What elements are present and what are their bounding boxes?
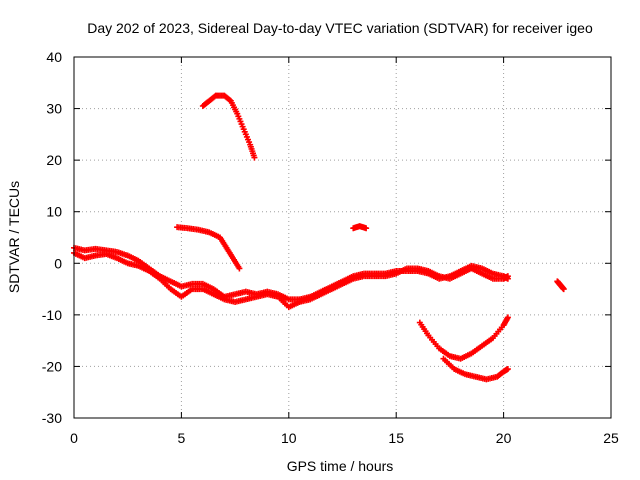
series-late-upper-arc [416,314,511,362]
y-tick-label: -10 [42,307,62,323]
x-tick-label: 20 [496,430,512,446]
y-tick-label: 0 [54,255,62,271]
data-layer [71,92,567,383]
grid-layer [74,57,611,418]
y-axis-title: SDTVAR / TECUs [6,181,22,293]
x-tick-label: 0 [70,430,78,446]
data-point [236,265,243,272]
data-point [363,225,370,232]
series-isolated-cluster [554,278,567,293]
y-tick-label: 30 [46,101,62,117]
series-early-high-arc [199,92,258,161]
data-point [226,96,233,103]
x-axis-title: GPS time / hours [287,458,394,474]
data-point [504,314,511,321]
series-short-patch [350,223,370,232]
chart-title: Day 202 of 2023, Sidereal Day-to-day VTE… [87,20,593,36]
data-point [251,154,258,161]
x-tick-label: 5 [178,430,186,446]
y-tick-label: -30 [42,410,62,426]
data-point [504,273,511,280]
y-tick-label: 40 [46,49,62,65]
x-tick-label: 15 [388,430,404,446]
plot-frame [73,56,612,419]
x-tick-label: 10 [281,430,297,446]
x-tick-label: 25 [603,430,619,446]
data-point [560,286,567,293]
series-late-lower-arc [440,355,511,383]
data-point [504,366,511,373]
tick-layer: 0 5 10 15 20 25 -30 -20 -10 0 10 20 30 40 [42,49,619,446]
series-main-track-b [71,249,511,311]
series-descending-segment [174,224,243,272]
y-tick-label: 20 [46,152,62,168]
y-tick-label: 10 [46,204,62,220]
y-tick-label: -20 [42,358,62,374]
